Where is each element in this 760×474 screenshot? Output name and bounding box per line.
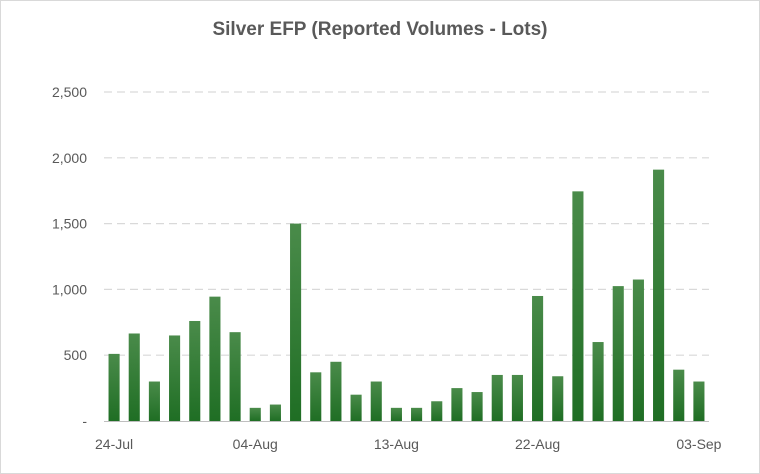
- bar: [632, 279, 644, 421]
- x-tick-label: 13-Aug: [374, 436, 419, 452]
- bar: [673, 369, 685, 421]
- bar: [310, 372, 322, 421]
- x-tick-label: 22-Aug: [515, 436, 560, 452]
- axes: - 500 1,000 1,500 2,000 2,500 24-Jul 04-Aug 13-A…: [52, 84, 722, 452]
- bar: [169, 335, 181, 421]
- y-tick-label: 2,000: [52, 150, 87, 166]
- bar: [390, 407, 402, 421]
- y-tick-label: -: [82, 413, 87, 429]
- bar: [552, 376, 564, 421]
- bar: [431, 401, 443, 421]
- bar: [511, 374, 523, 421]
- bar: [269, 404, 281, 421]
- x-tick-label: 04-Aug: [233, 436, 278, 452]
- bar: [572, 191, 584, 421]
- bar: [612, 286, 624, 421]
- bar: [370, 381, 382, 421]
- bar: [128, 333, 140, 421]
- gridlines: [104, 91, 709, 356]
- bar: [411, 407, 423, 421]
- x-tick-label: 24-Jul: [95, 436, 133, 452]
- bars: [108, 169, 705, 421]
- bar: [330, 361, 342, 421]
- bar: [350, 394, 362, 421]
- bar: [290, 223, 302, 421]
- bar: [148, 381, 160, 421]
- bar: [491, 374, 503, 421]
- bar: [209, 296, 221, 421]
- y-tick-label: 500: [64, 347, 88, 363]
- bar: [189, 320, 201, 421]
- bar: [532, 295, 544, 421]
- bar: [653, 169, 665, 421]
- bar: [108, 353, 120, 421]
- x-tick-label: 03-Sep: [676, 436, 721, 452]
- bar: [693, 381, 705, 421]
- y-tick-label: 2,500: [52, 84, 87, 100]
- bar: [471, 392, 483, 421]
- y-tick-label: 1,500: [52, 216, 87, 232]
- y-tick-label: 1,000: [52, 281, 87, 297]
- chart-title: Silver EFP (Reported Volumes - Lots): [212, 19, 548, 40]
- bar: [229, 332, 241, 421]
- bar: [451, 388, 463, 421]
- bar: [592, 342, 604, 421]
- bar: [249, 407, 261, 421]
